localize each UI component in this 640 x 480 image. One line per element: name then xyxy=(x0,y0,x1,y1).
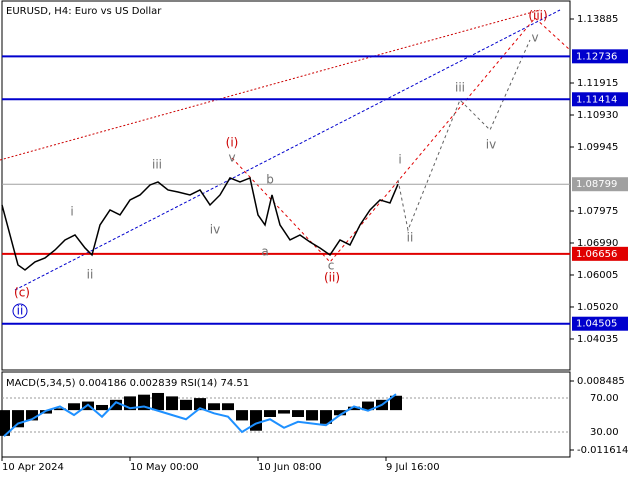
y-tick-label: 1.07975 xyxy=(577,206,618,217)
macd-bar xyxy=(222,403,234,411)
macd-bar xyxy=(208,403,220,411)
level-label: 1.11414 xyxy=(576,94,617,105)
macd-bar xyxy=(54,408,66,411)
level-box xyxy=(572,316,628,331)
level-box xyxy=(572,49,628,64)
macd-bar xyxy=(334,410,346,416)
wave-label: ii xyxy=(407,231,414,245)
macd-bar xyxy=(152,392,164,411)
wave-label: iii xyxy=(455,81,465,95)
x-tick-label: 10 Apr 2024 xyxy=(2,462,64,473)
macd-bar xyxy=(250,410,262,431)
wave-circle xyxy=(12,303,28,319)
wave-label: c xyxy=(328,259,335,273)
wave-label: iv xyxy=(486,138,496,152)
wave-label: i xyxy=(398,153,401,167)
price-line xyxy=(1,176,399,271)
macd-bar xyxy=(390,395,402,411)
macd-bar xyxy=(348,406,360,411)
macd-bar xyxy=(362,401,374,411)
macd-bar xyxy=(68,403,80,411)
wave-label: iv xyxy=(210,223,220,237)
y-tick-label: 1.05020 xyxy=(577,302,618,313)
macd-bar xyxy=(236,410,248,421)
macd-bar xyxy=(110,399,122,411)
macd-bar xyxy=(278,410,290,414)
y-tick-label: 1.06005 xyxy=(577,270,618,281)
level-box xyxy=(572,177,628,192)
wave-label: (c) xyxy=(14,286,30,300)
chart-title: EURUSD, H4: Euro vs US Dollar xyxy=(6,6,162,17)
wave-label: v xyxy=(228,151,235,165)
y-tick-label: 1.10930 xyxy=(577,110,618,121)
macd-bar xyxy=(166,396,178,411)
level-label: 1.06656 xyxy=(576,249,617,260)
y-tick-label: 1.11915 xyxy=(577,78,618,89)
wave-label: (iii) xyxy=(528,9,547,23)
wave-label: (i) xyxy=(226,136,239,150)
wave-label: ii xyxy=(17,304,24,318)
wave-label: v xyxy=(531,31,538,45)
wave-label: b xyxy=(266,173,274,187)
wave-label: i xyxy=(70,205,73,219)
y2-tick-label: 70.00 xyxy=(590,393,619,404)
level-box xyxy=(572,246,628,261)
y-tick-label: 1.09945 xyxy=(577,142,618,153)
y-tick-label: 1.04035 xyxy=(577,334,618,345)
level-box xyxy=(572,92,628,107)
macd-bar xyxy=(96,404,108,411)
wave-forecast xyxy=(231,17,571,263)
y-tick-label: 1.13885 xyxy=(577,14,618,25)
main-frame xyxy=(1,0,571,371)
level-label: 1.12736 xyxy=(576,51,617,62)
wave-label: a xyxy=(261,245,268,259)
y-tick-label: 0.008485 xyxy=(577,376,625,387)
y2-tick-label: 30.00 xyxy=(590,427,619,438)
indicator-title: MACD(5,34,5) 0.004186 0.002839 RSI(14) 7… xyxy=(6,378,249,389)
wave-label: (ii) xyxy=(324,271,340,285)
macd-bar xyxy=(180,399,192,411)
level-label: 1.08799 xyxy=(576,179,617,190)
x-tick-label: 10 May 00:00 xyxy=(130,462,199,473)
wave-label: iii xyxy=(152,158,162,172)
macd-bar xyxy=(194,398,206,411)
macd-bar xyxy=(26,410,38,421)
y-tick-label: 1.06990 xyxy=(577,238,618,249)
x-tick-label: 10 Jun 08:00 xyxy=(258,462,322,473)
y-tick-label: -0.011614 xyxy=(577,445,628,456)
macd-bar xyxy=(320,410,332,424)
x-tick-label: 9 Jul 16:00 xyxy=(386,462,440,473)
trend-line xyxy=(0,9,541,161)
rsi-line xyxy=(3,393,397,437)
wave-label: ii xyxy=(87,268,94,282)
indicator-frame xyxy=(1,371,571,458)
macd-bar xyxy=(0,410,10,436)
level-label: 1.04505 xyxy=(576,319,617,330)
macd-bar xyxy=(264,410,276,417)
macd-bar xyxy=(292,410,304,417)
macd-bar xyxy=(306,410,318,421)
